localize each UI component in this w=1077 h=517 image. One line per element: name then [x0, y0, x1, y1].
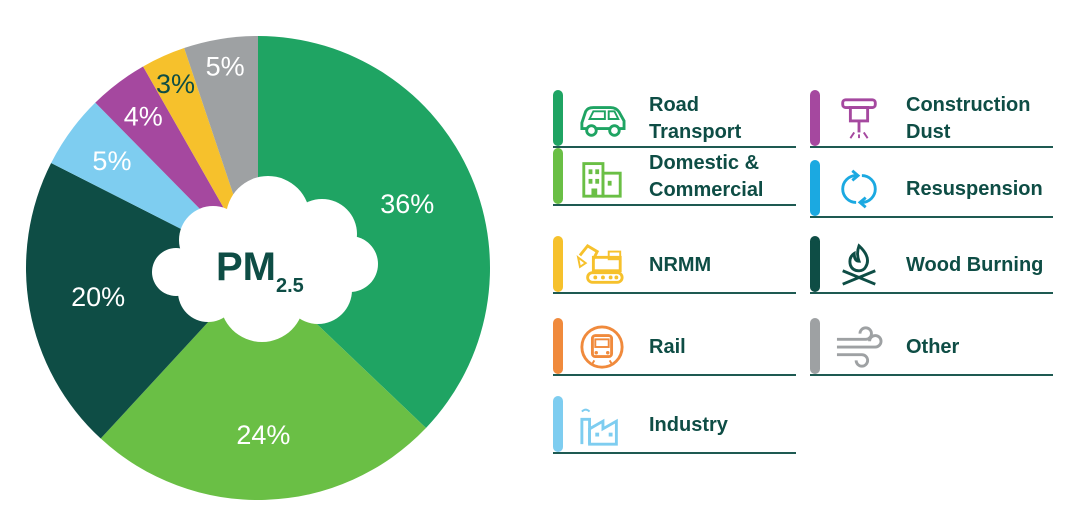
legend-color-bar [553, 318, 563, 374]
legend-divider [553, 374, 796, 376]
legend-label: Construction Dust [906, 94, 1031, 143]
legend-item-domestic-commercial: Domestic & Commercial [553, 148, 796, 206]
legend-label: Rail [649, 335, 686, 358]
slice-value-label: 20% [71, 282, 125, 312]
legend-color-bar [553, 90, 563, 146]
legend-label: Domestic & Commercial [649, 152, 764, 201]
slice-value-label: 3% [156, 69, 195, 99]
pie-slice-road-transport [258, 36, 490, 429]
legend-label: Resuspension [906, 177, 1043, 200]
legend-divider [553, 146, 796, 148]
cloud-shape [152, 176, 378, 342]
legend-label: Wood Burning [906, 253, 1044, 276]
legend-item-wood-burning: Wood Burning [810, 236, 1053, 294]
legend-divider [810, 146, 1053, 148]
legend-item-nrmm: NRMM [553, 236, 796, 294]
legend-color-bar [810, 318, 820, 374]
pie-slice-wood-burning [26, 163, 259, 439]
legend-color-bar [810, 236, 820, 292]
legend-color-bar [553, 396, 563, 452]
cycle-arrows-icon [832, 166, 886, 212]
legend-color-bar [553, 236, 563, 292]
legend-divider [553, 292, 796, 294]
legend-item-other: Other [810, 318, 1053, 376]
car-icon [575, 96, 629, 142]
slice-value-label: 4% [124, 101, 163, 131]
legend-item-resuspension: Resuspension [810, 160, 1053, 218]
slice-value-label: 36% [380, 189, 434, 219]
legend-item-construction-dust: Construction Dust [810, 90, 1053, 148]
legend-label: Industry [649, 413, 728, 436]
legend-divider [553, 204, 796, 206]
train-icon [575, 324, 629, 370]
legend-label: NRMM [649, 253, 712, 276]
wind-icon [832, 324, 886, 370]
building-icon [575, 154, 629, 200]
campfire-icon [832, 242, 886, 288]
center-label: PM [216, 245, 276, 289]
center-label-subscript: 2.5 [276, 275, 304, 297]
legend-item-road-transport: Road Transport [553, 90, 796, 148]
factory-icon [575, 402, 629, 448]
legend-divider [553, 452, 796, 454]
legend-divider [810, 216, 1053, 218]
slice-value-label: 24% [236, 420, 290, 450]
slice-value-label: 5% [206, 52, 245, 82]
slice-value-label: 5% [92, 146, 131, 176]
excavator-icon [575, 242, 629, 288]
legend-divider [810, 292, 1053, 294]
legend-item-rail: Rail [553, 318, 796, 376]
pie-chart: 36% 24% 20% 5% 4%3% 5% PM 2.5 [26, 36, 490, 500]
legend-item-industry: Industry [553, 396, 796, 454]
jackhammer-icon [832, 96, 886, 142]
legend-label: Other [906, 335, 960, 358]
legend-color-bar [810, 90, 820, 146]
legend-label: Road Transport [649, 94, 742, 143]
legend-color-bar [553, 148, 563, 204]
legend-divider [810, 374, 1053, 376]
pie-slice-domestic-commercial [100, 268, 426, 500]
legend-color-bar [810, 160, 820, 216]
